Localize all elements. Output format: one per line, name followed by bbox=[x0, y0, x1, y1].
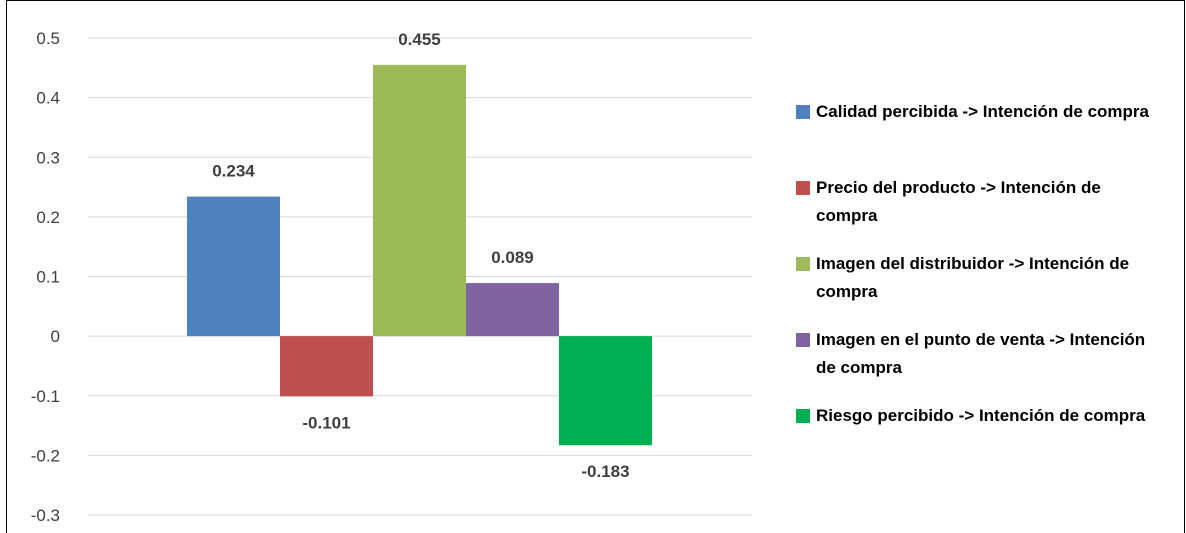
legend-item-calidad-percibida: Calidad percibida -> Intención de compra bbox=[796, 98, 1156, 154]
legend-label: Precio del producto -> Intención de comp… bbox=[816, 178, 1101, 225]
legend-swatch bbox=[796, 409, 810, 423]
y-tick-label: -0.1 bbox=[31, 387, 60, 406]
bar bbox=[466, 283, 559, 337]
legend: Calidad percibida -> Intención de compra… bbox=[796, 98, 1156, 478]
y-tick-label: 0 bbox=[51, 327, 60, 346]
data-label: -0.101 bbox=[302, 413, 350, 432]
data-labels: 0.234 -0.101 0.455 0.089 -0.183 bbox=[212, 30, 629, 481]
legend-item-precio-del-producto: Precio del producto -> Intención de comp… bbox=[796, 174, 1156, 230]
y-tick-label: -0.2 bbox=[31, 446, 60, 465]
legend-item-riesgo-percibido: Riesgo percibido -> Intención de compra bbox=[796, 402, 1156, 458]
data-label: 0.234 bbox=[212, 162, 255, 181]
data-label: -0.183 bbox=[581, 462, 629, 481]
y-tick-label: 0.2 bbox=[36, 208, 60, 227]
legend-item-imagen-punto-de-venta: Imagen en el punto de venta -> Intención… bbox=[796, 326, 1156, 382]
bars bbox=[187, 64, 652, 446]
data-label: 0.089 bbox=[491, 248, 534, 267]
y-tick-label: -0.3 bbox=[31, 506, 60, 525]
y-axis-ticks: 0.5 0.4 0.3 0.2 0.1 0 -0.1 -0.2 -0.3 bbox=[31, 29, 60, 525]
legend-label: Riesgo percibido -> Intención de compra bbox=[816, 406, 1146, 425]
y-tick-label: 0.3 bbox=[36, 148, 60, 167]
bar bbox=[280, 336, 373, 397]
bar bbox=[187, 196, 280, 337]
legend-swatch bbox=[796, 333, 810, 347]
y-tick-label: 0.5 bbox=[36, 29, 60, 48]
legend-swatch bbox=[796, 105, 810, 119]
legend-item-imagen-del-distribuidor: Imagen del distribuidor -> Intención de … bbox=[796, 250, 1156, 306]
y-tick-label: 0.4 bbox=[36, 89, 60, 108]
y-tick-label: 0.1 bbox=[36, 268, 60, 287]
legend-label: Calidad percibida -> Intención de compra bbox=[816, 102, 1149, 121]
bar bbox=[373, 64, 466, 337]
legend-label: Imagen en el punto de venta -> Intención… bbox=[816, 330, 1146, 377]
legend-label: Imagen del distribuidor -> Intención de … bbox=[816, 254, 1130, 301]
data-label: 0.455 bbox=[398, 30, 441, 49]
legend-swatch bbox=[796, 181, 810, 195]
legend-swatch bbox=[796, 257, 810, 271]
bar bbox=[559, 336, 652, 446]
